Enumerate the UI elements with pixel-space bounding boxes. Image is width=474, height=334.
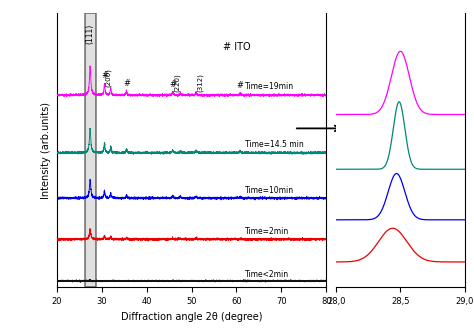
- Text: Time=14.5 min: Time=14.5 min: [246, 140, 304, 149]
- X-axis label: Diffraction angle 2θ (degree): Diffraction angle 2θ (degree): [121, 312, 262, 322]
- Text: Time=19min: Time=19min: [246, 82, 294, 91]
- Text: #: #: [101, 71, 108, 80]
- Text: (111): (111): [85, 24, 94, 44]
- Text: (312): (312): [197, 73, 203, 92]
- Text: (200): (200): [105, 68, 112, 87]
- Text: Time<2min: Time<2min: [246, 270, 290, 279]
- Text: Time=10min: Time=10min: [246, 186, 294, 195]
- Bar: [85, 13, 96, 287]
- Text: #: #: [123, 79, 130, 88]
- Text: #: #: [169, 80, 176, 89]
- Y-axis label: Intensity (arb.units): Intensity (arb.units): [41, 102, 51, 199]
- Text: # ITO: # ITO: [223, 42, 251, 52]
- Text: #: #: [237, 81, 244, 90]
- Text: Time=2min: Time=2min: [246, 227, 290, 236]
- Text: (220): (220): [173, 73, 180, 92]
